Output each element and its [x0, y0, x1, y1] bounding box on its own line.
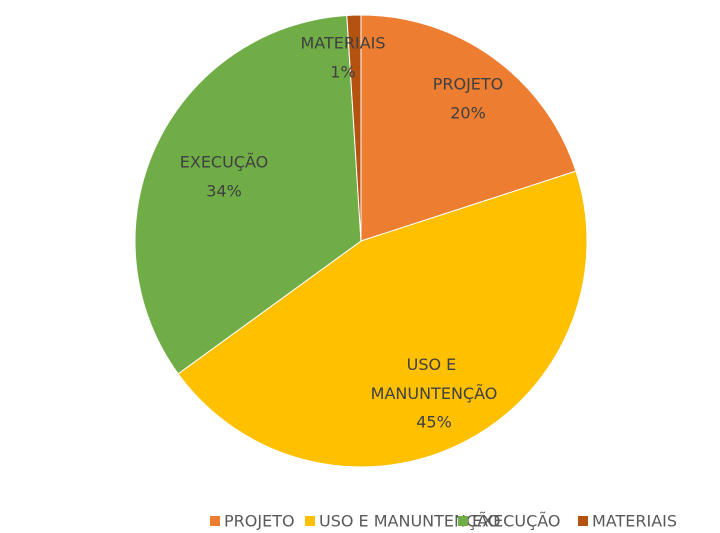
- legend-label: USO E MANUNTENÇÃO: [319, 512, 500, 531]
- pie-slice: [346, 14, 362, 242]
- pie-slice: [134, 14, 362, 375]
- slice-label: USO E MANUNTENÇÃO: [371, 355, 498, 403]
- slice-label: MATERIAIS: [300, 34, 385, 53]
- legend-swatch: [305, 516, 315, 526]
- legend-swatch: [210, 516, 220, 526]
- legend-swatch: [458, 516, 468, 526]
- slice-label-line: USO E: [407, 355, 462, 374]
- legend-label: EXECUÇÃO: [472, 512, 561, 531]
- pie-slice: [177, 170, 588, 468]
- slice-value-label: 45%: [416, 413, 452, 432]
- slice-label: EXECUÇÃO: [180, 153, 269, 172]
- slice-value-label: 20%: [450, 104, 486, 123]
- slice-value-label: 1%: [330, 63, 355, 82]
- pie-slice: [360, 14, 577, 242]
- slice-label: PROJETO: [433, 75, 504, 94]
- legend-label: MATERIAIS: [592, 512, 677, 531]
- slice-label-line: MANUNTENÇÃO: [371, 384, 498, 403]
- legend-swatch: [578, 516, 588, 526]
- legend-label: PROJETO: [224, 512, 295, 531]
- slice-value-label: 34%: [206, 182, 242, 201]
